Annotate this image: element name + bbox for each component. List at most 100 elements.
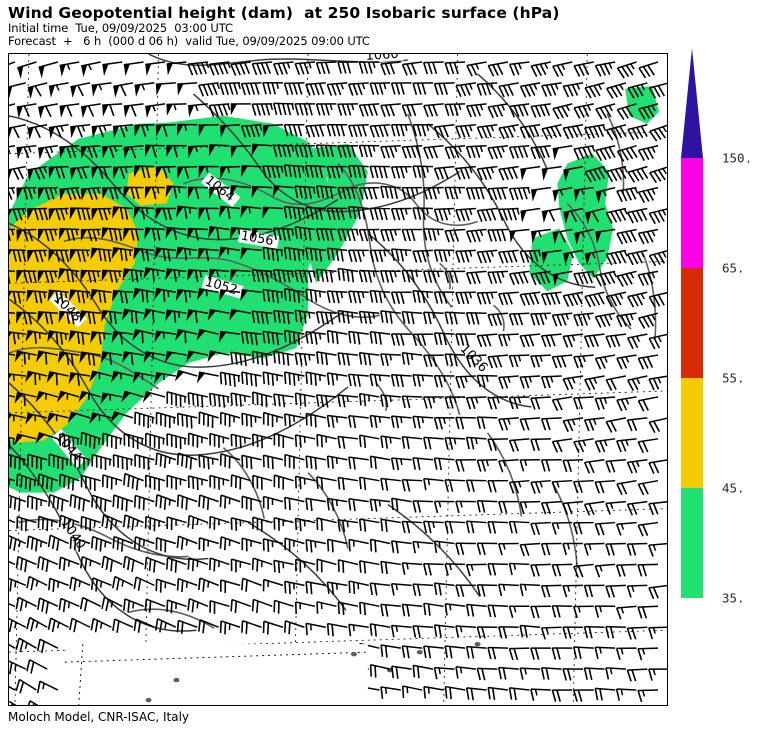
wind-barb — [508, 270, 530, 286]
wind-barb — [67, 411, 91, 424]
wind-barb — [476, 124, 498, 139]
wind-barb — [562, 500, 584, 515]
wind-barb — [508, 687, 530, 701]
wind-barb — [358, 310, 380, 325]
wind-barb — [176, 577, 198, 593]
no-data-patch — [64, 644, 368, 705]
wind-barb — [412, 500, 434, 513]
wind-barb — [433, 540, 455, 553]
map-plot-area[interactable]: 1060 1064 1056 1052 1048 1044 1040 1036 — [8, 53, 668, 706]
contour-label-halo — [57, 515, 91, 556]
wind-barb — [283, 329, 305, 345]
wind-barb — [390, 165, 412, 179]
wind-barb — [176, 452, 198, 470]
colorbar[interactable] — [681, 48, 703, 600]
wind-barb — [196, 328, 219, 341]
wind-barb — [154, 247, 176, 262]
coastline — [493, 304, 505, 332]
wind-barb — [574, 228, 594, 245]
wind-barb — [519, 624, 541, 638]
wind-barb — [573, 689, 594, 702]
wind-barb — [498, 333, 519, 347]
wind-barb — [187, 103, 208, 118]
wind-barb — [122, 268, 144, 283]
wind-barb — [444, 353, 466, 367]
colorbar-band — [681, 158, 703, 268]
colorbar-band — [681, 378, 703, 488]
wind-barb — [134, 494, 155, 511]
wind-barb — [326, 330, 348, 345]
wind-barb — [380, 394, 401, 408]
wind-barb — [91, 453, 112, 471]
wind-barb — [551, 354, 573, 369]
wind-barb — [487, 479, 508, 493]
wind-barb — [101, 269, 123, 283]
wind-barb — [380, 686, 401, 699]
wind-barb — [37, 473, 59, 491]
wind-barb — [519, 249, 542, 264]
wind-barb — [616, 396, 637, 412]
wind-barb — [9, 617, 27, 633]
wind-barb — [455, 375, 476, 389]
wind-barb — [648, 501, 667, 516]
wind-barb — [207, 308, 230, 321]
wind-barb — [154, 618, 177, 633]
wind-barb — [27, 700, 39, 705]
wind-barb — [143, 308, 166, 323]
wind-barb — [240, 577, 262, 592]
wind-barb — [251, 433, 273, 449]
wind-barb — [284, 580, 305, 595]
wind-barb — [380, 477, 401, 491]
wind-barb — [508, 354, 530, 368]
wind-barb — [326, 165, 348, 179]
wind-barb — [573, 186, 594, 202]
wind-barb — [283, 287, 305, 304]
wind-barb — [240, 289, 262, 302]
wind-barb — [207, 350, 230, 363]
wind-barb — [132, 328, 155, 344]
wind-barb — [272, 102, 295, 116]
wind-barb — [380, 270, 401, 283]
wind-barb — [605, 667, 626, 680]
graticule-line — [78, 644, 84, 705]
wind-barb — [562, 291, 584, 307]
wind-barb — [251, 269, 273, 283]
wind-barb — [273, 309, 294, 325]
wind-barb — [466, 61, 487, 77]
wind-barb — [316, 601, 337, 614]
wind-barb — [465, 144, 487, 159]
wind-barb — [401, 603, 423, 617]
wind-barb — [164, 350, 187, 363]
wind-barb — [627, 249, 648, 266]
wind-barb — [444, 311, 466, 325]
wind-barb — [26, 289, 48, 304]
wind-barb — [14, 391, 37, 407]
wind-barb — [219, 82, 241, 96]
wind-barb — [155, 578, 177, 593]
wind-barb — [262, 411, 284, 427]
wind-barb — [573, 521, 594, 535]
wind-barb — [595, 186, 616, 204]
wind-barb — [15, 555, 37, 573]
wind-barb — [422, 61, 444, 75]
wind-barb — [616, 61, 637, 79]
wind-barb — [91, 124, 112, 139]
wind-barb — [113, 82, 134, 98]
wind-barb — [305, 247, 326, 262]
wind-barb — [390, 540, 412, 554]
wind-barb — [133, 206, 155, 220]
wind-barb — [123, 432, 144, 450]
wind-barb — [100, 351, 123, 366]
wind-barb — [380, 518, 401, 532]
wind-barb — [573, 144, 596, 161]
wind-barb — [422, 311, 444, 325]
wind-barb — [465, 228, 487, 243]
wind-barb — [230, 474, 251, 490]
wind-barb — [198, 124, 219, 137]
wind-barb — [390, 583, 412, 596]
wind-barb — [627, 124, 648, 141]
wind-barb — [380, 103, 401, 117]
wind-barb — [637, 228, 659, 245]
wind-barb — [229, 308, 251, 321]
wind-barb — [166, 103, 187, 116]
